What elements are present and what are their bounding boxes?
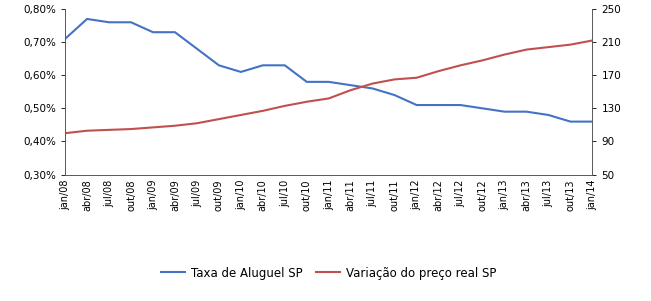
- Legend: Taxa de Aluguel SP, Variação do preço real SP: Taxa de Aluguel SP, Variação do preço re…: [161, 267, 496, 280]
